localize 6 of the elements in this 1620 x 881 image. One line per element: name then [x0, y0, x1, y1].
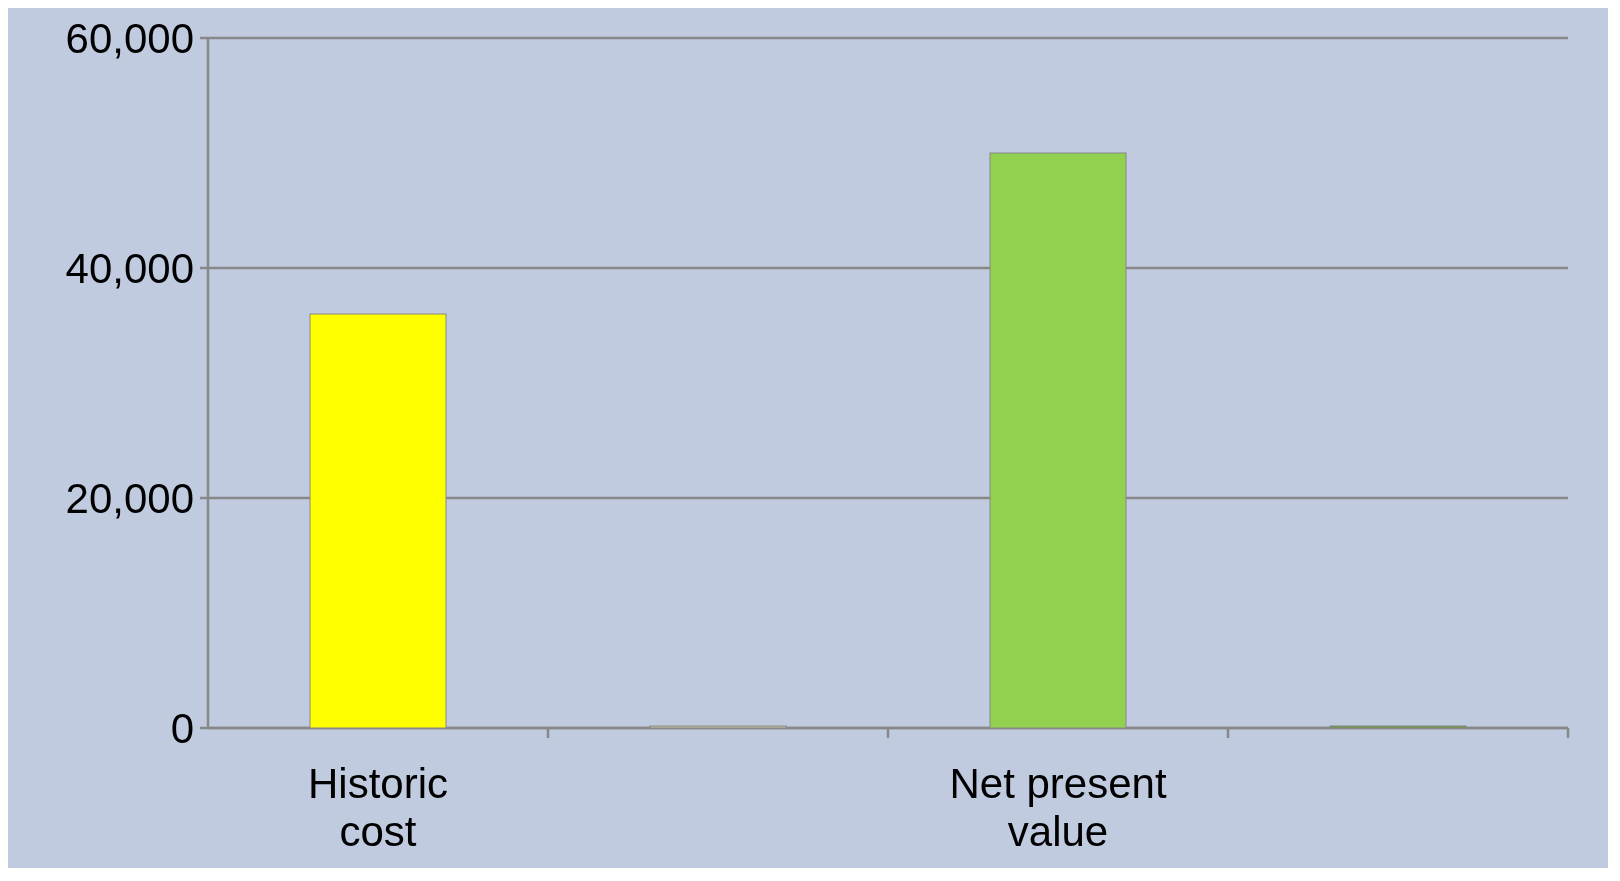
x-tick-label: Historic cost	[307, 760, 449, 855]
x-tick-label: Net present value	[949, 760, 1167, 855]
y-tick-label: 60,000	[65, 14, 194, 62]
y-tick-label: 0	[170, 704, 194, 752]
y-tick-label: 20,000	[65, 474, 194, 522]
y-tick-label: 40,000	[65, 244, 194, 292]
